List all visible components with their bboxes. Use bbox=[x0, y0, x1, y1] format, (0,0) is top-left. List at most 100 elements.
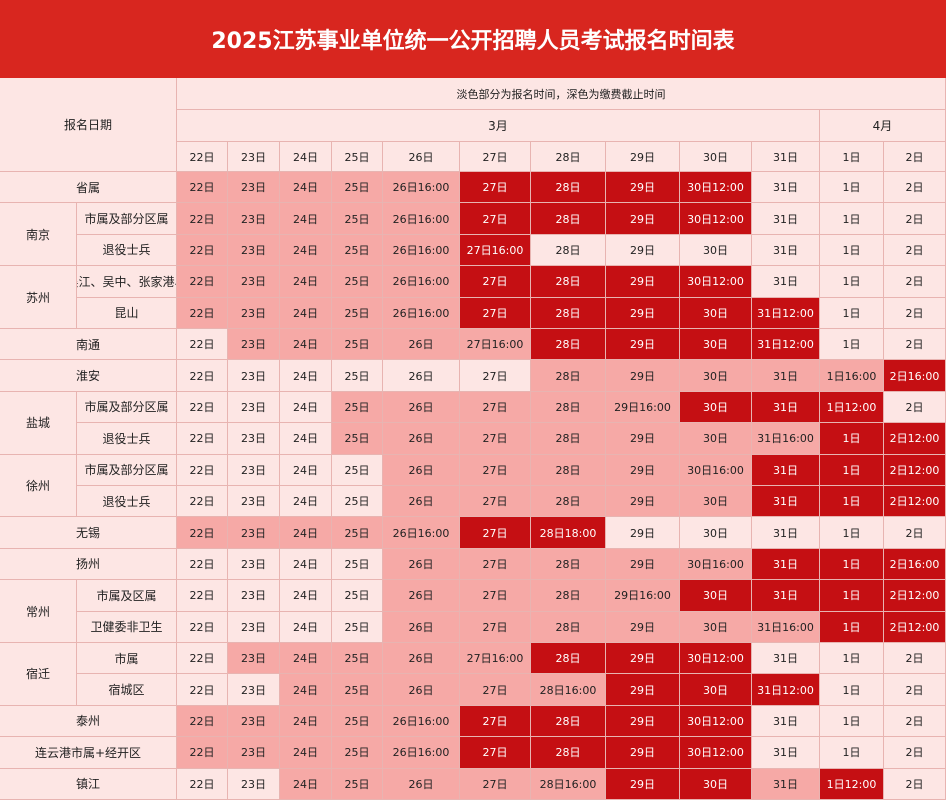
date-cell: 1日 bbox=[820, 517, 884, 549]
date-cell: 2日12:00 bbox=[884, 423, 946, 455]
day-header: 23日 bbox=[228, 142, 280, 172]
date-cell: 28日16:00 bbox=[531, 674, 606, 706]
date-cell: 31日 bbox=[752, 234, 820, 267]
date-cell: 31日 bbox=[752, 737, 820, 769]
date-cell: 23日 bbox=[228, 486, 280, 518]
date-cell: 1日12:00 bbox=[820, 391, 884, 424]
date-cell: 26日 bbox=[383, 329, 460, 361]
date-cell: 28日 bbox=[531, 172, 606, 204]
day-header: 1日 bbox=[820, 142, 884, 172]
date-cell: 24日 bbox=[280, 172, 332, 204]
sub-label: 退役士兵 bbox=[77, 486, 177, 518]
date-cell: 2日12:00 bbox=[884, 454, 946, 486]
date-cell: 31日 bbox=[752, 768, 820, 800]
date-cell: 23日 bbox=[228, 234, 280, 267]
region-label: 连云港市属+经开区 bbox=[0, 737, 177, 769]
sub-label: 卫健委非卫生 bbox=[77, 611, 177, 643]
date-cell: 25日 bbox=[332, 297, 383, 329]
date-cell: 26日 bbox=[383, 391, 460, 424]
date-cell: 1日16:00 bbox=[820, 360, 884, 392]
date-cell: 25日 bbox=[332, 423, 383, 455]
date-cell: 26日 bbox=[383, 580, 460, 612]
date-cell: 27日 bbox=[460, 454, 531, 486]
date-cell: 30日12:00 bbox=[680, 737, 752, 769]
date-cell: 30日 bbox=[680, 297, 752, 329]
date-cell: 30日 bbox=[680, 423, 752, 455]
date-cell: 24日 bbox=[280, 234, 332, 267]
date-cell: 26日16:00 bbox=[383, 517, 460, 549]
date-cell: 27日 bbox=[460, 486, 531, 518]
date-cell: 22日 bbox=[177, 360, 228, 392]
date-cell: 31日 bbox=[752, 517, 820, 549]
date-cell: 2日 bbox=[884, 705, 946, 738]
date-cell: 25日 bbox=[332, 203, 383, 235]
date-cell: 2日12:00 bbox=[884, 486, 946, 518]
date-cell: 28日 bbox=[531, 737, 606, 769]
date-cell: 28日 bbox=[531, 486, 606, 518]
date-cell: 24日 bbox=[280, 423, 332, 455]
date-cell: 28日 bbox=[531, 360, 606, 392]
date-cell: 28日 bbox=[531, 391, 606, 424]
date-cell: 29日 bbox=[606, 517, 680, 549]
region-label: 扬州 bbox=[0, 548, 177, 581]
date-cell: 29日 bbox=[606, 705, 680, 738]
date-cell: 25日 bbox=[332, 266, 383, 298]
region-label: 南京 bbox=[0, 203, 77, 267]
date-cell: 31日 bbox=[752, 266, 820, 298]
date-cell: 29日 bbox=[606, 486, 680, 518]
date-cell: 25日 bbox=[332, 580, 383, 612]
date-cell: 26日 bbox=[383, 454, 460, 486]
date-cell: 26日 bbox=[383, 674, 460, 706]
date-cell: 25日 bbox=[332, 360, 383, 392]
date-cell: 1日 bbox=[820, 737, 884, 769]
date-cell: 23日 bbox=[228, 172, 280, 204]
date-cell: 27日 bbox=[460, 266, 531, 298]
date-cell: 23日 bbox=[228, 297, 280, 329]
date-cell: 29日 bbox=[606, 454, 680, 486]
date-cell: 28日18:00 bbox=[531, 517, 606, 549]
date-cell: 2日 bbox=[884, 172, 946, 204]
date-cell: 30日 bbox=[680, 517, 752, 549]
sub-label: 退役士兵 bbox=[77, 234, 177, 267]
month-label: 3月 bbox=[177, 110, 820, 142]
date-cell: 29日 bbox=[606, 768, 680, 800]
date-cell: 22日 bbox=[177, 643, 228, 675]
date-cell: 25日 bbox=[332, 643, 383, 675]
date-cell: 31日 bbox=[752, 705, 820, 738]
date-cell: 22日 bbox=[177, 737, 228, 769]
date-cell: 27日 bbox=[460, 172, 531, 204]
date-cell: 24日 bbox=[280, 737, 332, 769]
date-cell: 31日 bbox=[752, 580, 820, 612]
day-header: 22日 bbox=[177, 142, 228, 172]
date-cell: 30日 bbox=[680, 360, 752, 392]
date-cell: 26日16:00 bbox=[383, 234, 460, 267]
day-header: 26日 bbox=[383, 142, 460, 172]
date-cell: 22日 bbox=[177, 454, 228, 486]
date-cell: 27日 bbox=[460, 297, 531, 329]
date-cell: 30日12:00 bbox=[680, 172, 752, 204]
date-cell: 24日 bbox=[280, 360, 332, 392]
date-cell: 24日 bbox=[280, 580, 332, 612]
date-cell: 25日 bbox=[332, 611, 383, 643]
date-cell: 2日 bbox=[884, 203, 946, 235]
date-cell: 28日 bbox=[531, 705, 606, 738]
date-cell: 27日16:00 bbox=[460, 234, 531, 267]
date-cell: 26日16:00 bbox=[383, 172, 460, 204]
date-cell: 1日12:00 bbox=[820, 768, 884, 800]
date-cell: 2日16:00 bbox=[884, 548, 946, 581]
date-cell: 22日 bbox=[177, 203, 228, 235]
date-cell: 30日16:00 bbox=[680, 454, 752, 486]
date-cell: 23日 bbox=[228, 203, 280, 235]
date-cell: 31日16:00 bbox=[752, 611, 820, 643]
date-cell: 24日 bbox=[280, 486, 332, 518]
date-cell: 22日 bbox=[177, 548, 228, 581]
day-header: 29日 bbox=[606, 142, 680, 172]
date-cell: 24日 bbox=[280, 768, 332, 800]
date-cell: 23日 bbox=[228, 517, 280, 549]
date-cell: 25日 bbox=[332, 768, 383, 800]
region-label: 宿迁 bbox=[0, 643, 77, 706]
sub-label: 市属 bbox=[77, 643, 177, 675]
date-cell: 23日 bbox=[228, 360, 280, 392]
date-cell: 24日 bbox=[280, 674, 332, 706]
date-cell: 2日 bbox=[884, 329, 946, 361]
